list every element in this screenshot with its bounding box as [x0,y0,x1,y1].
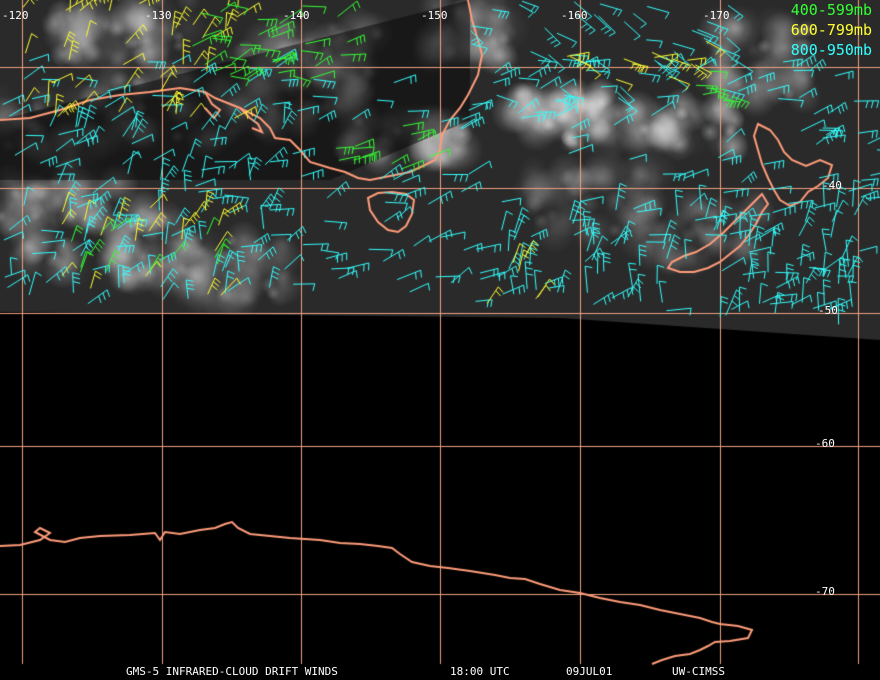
footer-date: 09JUL01 [566,665,613,678]
footer-title: GMS-5 INFRARED-CLOUD DRIFT WINDS [126,665,338,678]
legend-item-800-950: 800-950mb [790,41,872,59]
footer-time: 18:00 UTC [450,665,510,678]
lon-label-140: -140 [283,9,310,22]
lat-label-40: -40 [822,179,842,192]
lat-label-60: -60 [815,437,835,450]
footer-source: UW-CIMSS [672,665,725,678]
pressure-legend: 400-599mb 600-799mb 800-950mb [791,0,872,60]
lat-label-70: -70 [815,585,835,598]
lon-label-150: -150 [421,9,448,22]
footer-caption: GMS-5 INFRARED-CLOUD DRIFT WINDS 18:00 U… [0,664,880,680]
lon-label-170: -170 [703,9,730,22]
lat-label-50: -50 [818,304,838,317]
lon-label-130: -130 [145,9,172,22]
lon-label-120: -120 [2,9,29,22]
legend-item-400-599: 400-599mb [790,1,872,19]
legend-item-600-799: 600-799mb [790,21,872,39]
lon-label-160: -160 [561,9,588,22]
